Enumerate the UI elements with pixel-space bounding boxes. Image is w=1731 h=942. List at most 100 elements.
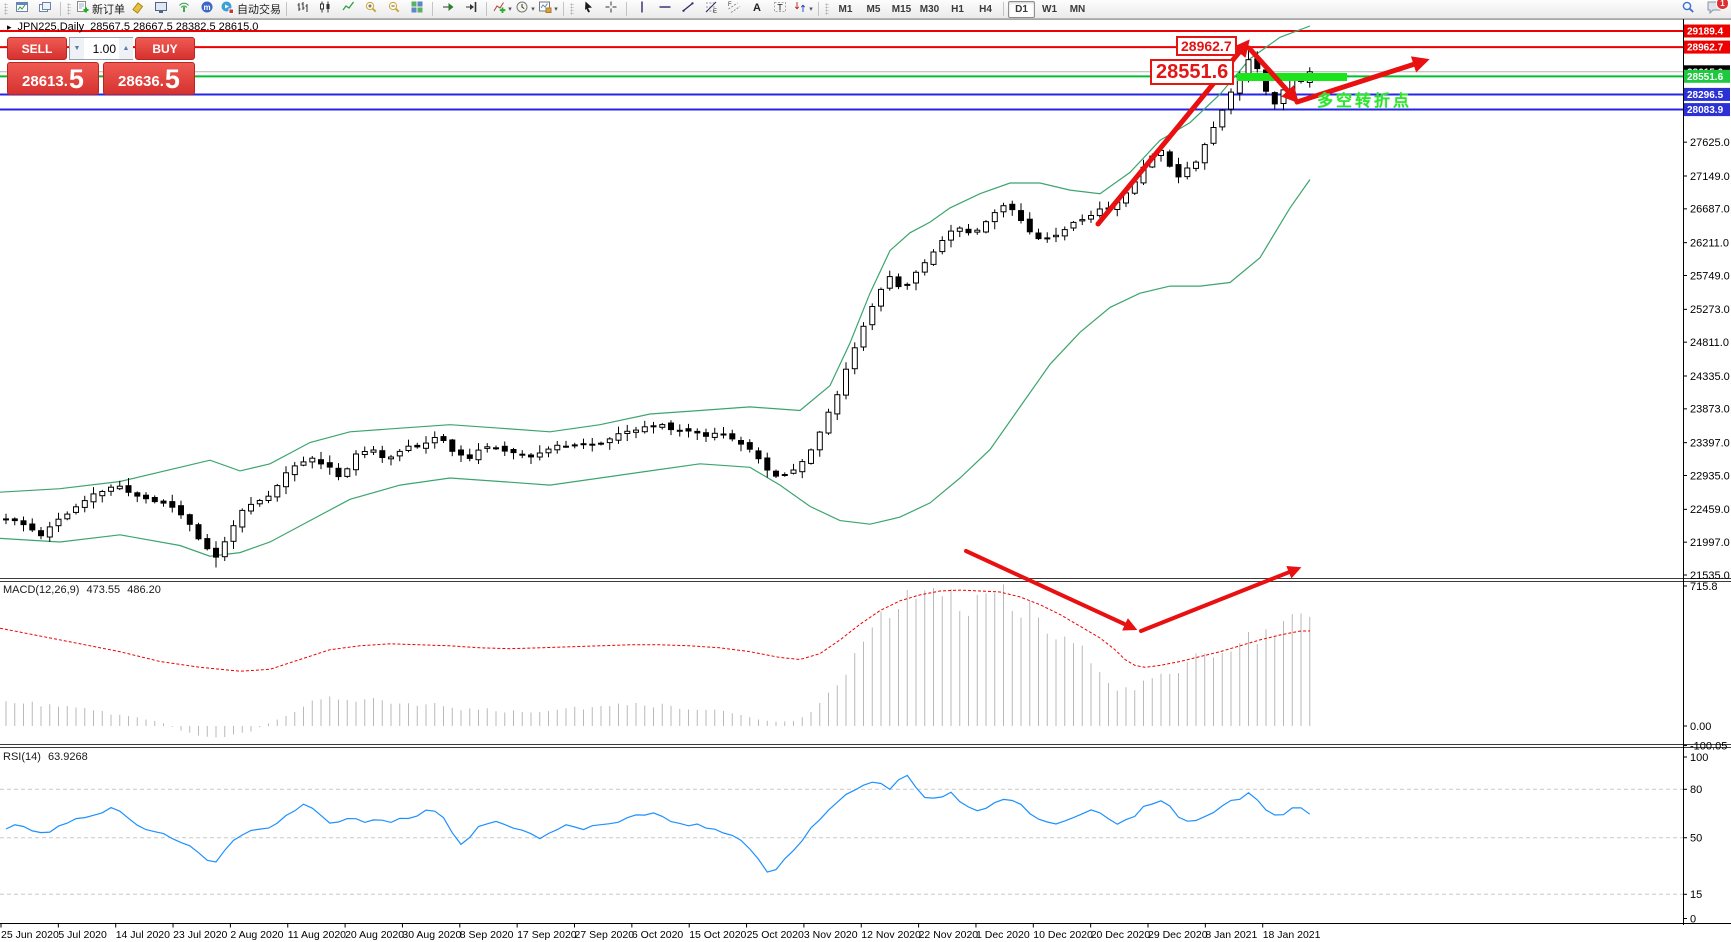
- buy-price-button[interactable]: 28636. 5: [103, 62, 195, 95]
- zoom-out-button[interactable]: [383, 0, 405, 18]
- rsi-name: RSI(14): [3, 751, 41, 763]
- rsi-line: [5, 774, 1311, 873]
- mql5-icon: m: [200, 0, 215, 19]
- turning-point-note[interactable]: 多空转折点: [1317, 93, 1413, 110]
- chart-surface[interactable]: [0, 20, 1683, 578]
- toolbar-grip[interactable]: [570, 3, 574, 15]
- volume-box: ▼ ▲: [69, 37, 133, 60]
- indicators-button[interactable]: ▾: [491, 0, 513, 18]
- hline-button[interactable]: [654, 0, 676, 18]
- rsi-label: RSI(14) 63.9268: [3, 751, 92, 763]
- periods-button[interactable]: ▾: [514, 0, 536, 18]
- terminal-button[interactable]: [150, 0, 172, 18]
- timeframe-h1-button[interactable]: H1: [951, 3, 964, 15]
- toolbar-separator: [60, 2, 61, 16]
- candlestick-chart-button[interactable]: [314, 0, 336, 18]
- vline-button[interactable]: [631, 0, 653, 18]
- timeframe-h4-button[interactable]: H4: [979, 3, 992, 15]
- svg-text:80: 80: [1690, 784, 1702, 796]
- svg-text:21997.0: 21997.0: [1690, 537, 1730, 549]
- timeframe-m15-button[interactable]: M15: [891, 3, 912, 15]
- panel-splitter[interactable]: [0, 578, 1731, 582]
- auto-scroll-button[interactable]: [437, 0, 459, 18]
- new-order-button-label: 新订单: [92, 4, 125, 16]
- bar-chart-button[interactable]: [291, 0, 313, 18]
- svg-text:28296.5: 28296.5: [1687, 90, 1724, 101]
- templates-button[interactable]: ▾: [537, 0, 559, 18]
- sell-label: SELL: [21, 41, 53, 56]
- label-button[interactable]: T: [769, 0, 791, 18]
- arrows-button[interactable]: ▾: [792, 0, 814, 18]
- autotrade-button[interactable]: 自动交易: [219, 0, 282, 18]
- svg-text:30 Aug 2020: 30 Aug 2020: [402, 929, 461, 941]
- volume-down-button[interactable]: ▼: [70, 38, 84, 59]
- svg-text:22459.0: 22459.0: [1690, 504, 1730, 516]
- svg-text:14 Jul 2020: 14 Jul 2020: [116, 929, 170, 941]
- channel-button[interactable]: F: [723, 0, 745, 18]
- signals-icon: [177, 0, 192, 19]
- timeframe-m30-button[interactable]: M30: [919, 3, 940, 15]
- time-axis[interactable]: 25 Jun 2020 5 Jul 2020 14 Jul 2020 23 Jul 2…: [0, 923, 1321, 942]
- buy-price-main: 28636.: [118, 73, 164, 90]
- fibo-button[interactable]: E: [700, 0, 722, 18]
- svg-text:22935.0: 22935.0: [1690, 470, 1730, 482]
- timeframe-mn-button[interactable]: MN: [1069, 3, 1086, 15]
- buy-button[interactable]: BUY: [135, 37, 195, 60]
- timeframe-d1-button[interactable]: D1: [1008, 0, 1035, 18]
- cursor-icon: [581, 0, 596, 19]
- mql5-button[interactable]: m: [196, 0, 218, 18]
- chat-button[interactable]: 1: [1703, 0, 1729, 18]
- chart-shift-button[interactable]: [460, 0, 482, 18]
- line-chart-button[interactable]: [337, 0, 359, 18]
- support-price-annotation[interactable]: 28551.6: [1150, 59, 1235, 85]
- svg-text:100: 100: [1690, 752, 1708, 764]
- timeframe-w1-button[interactable]: W1: [1042, 3, 1057, 15]
- volume-up-button[interactable]: ▲: [119, 38, 133, 59]
- arrows-icon: [793, 0, 808, 19]
- panel-splitter[interactable]: [0, 744, 1731, 748]
- macd-histogram: [5, 584, 1311, 738]
- svg-text:27149.0: 27149.0: [1690, 171, 1730, 183]
- profiles-button[interactable]: [34, 0, 56, 18]
- zoom-in-button[interactable]: [360, 0, 382, 18]
- new-order-icon: [75, 0, 90, 19]
- new-order-button[interactable]: 新订单: [74, 0, 126, 18]
- price-axis[interactable]: 27625.0 27149.0 26687.0 26211.0 25749.0 25273…: [1683, 19, 1730, 925]
- svg-text:m: m: [203, 3, 210, 12]
- cursor-button[interactable]: [577, 0, 599, 18]
- symbol-period-label: JPN225,Daily: [17, 21, 85, 33]
- toolbar-grip[interactable]: [4, 3, 8, 15]
- timeframe-m1-button[interactable]: M1: [838, 3, 853, 15]
- svg-text:1 Dec 2020: 1 Dec 2020: [976, 929, 1030, 941]
- toolbar-grip[interactable]: [67, 3, 71, 15]
- sell-button[interactable]: SELL: [7, 37, 67, 60]
- crosshair-button[interactable]: [600, 0, 622, 18]
- tile-windows-button[interactable]: [406, 0, 428, 18]
- fibo-icon: E: [704, 0, 719, 19]
- text-button[interactable]: A: [746, 0, 768, 18]
- styler-button[interactable]: [127, 0, 149, 18]
- sell-price-button[interactable]: 28613. 5: [7, 62, 99, 95]
- toolbar-separator: [1003, 2, 1004, 16]
- volume-input[interactable]: [84, 38, 119, 59]
- ohlc-values: 28567.5 28667.5 28382.5 28615.0: [90, 21, 259, 33]
- support-zone-highlight[interactable]: [1237, 73, 1347, 81]
- dropdown-arrow-icon: ▾: [554, 6, 558, 13]
- svg-text:0.00: 0.00: [1690, 721, 1711, 733]
- peak-price-annotation[interactable]: 28962.7: [1176, 36, 1237, 56]
- toolbar-grip[interactable]: [825, 3, 829, 15]
- svg-text:6 Oct 2020: 6 Oct 2020: [632, 929, 684, 941]
- trendline-button[interactable]: [677, 0, 699, 18]
- zoom-in-icon: [364, 0, 379, 19]
- svg-text:24335.0: 24335.0: [1690, 371, 1730, 383]
- dropdown-arrow-icon: ▾: [508, 6, 512, 13]
- timeframe-m5-button[interactable]: M5: [866, 3, 881, 15]
- svg-text:29189.4: 29189.4: [1687, 27, 1724, 38]
- autotrade-button-label: 自动交易: [237, 4, 281, 16]
- search-button[interactable]: [1677, 0, 1699, 18]
- new-chart-button[interactable]: [11, 0, 33, 18]
- chart-marker-icon: ▸: [7, 21, 12, 32]
- svg-text:3 Nov 2020: 3 Nov 2020: [804, 929, 858, 941]
- signals-button[interactable]: [173, 0, 195, 18]
